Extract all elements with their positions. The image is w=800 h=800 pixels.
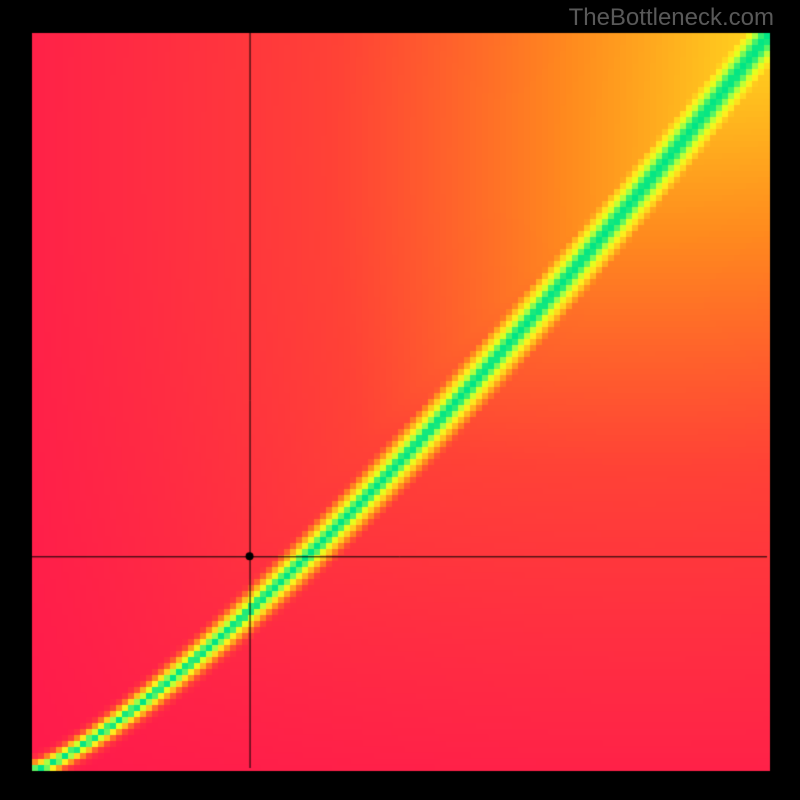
- chart-container: TheBottleneck.com: [0, 0, 800, 800]
- watermark-text: TheBottleneck.com: [569, 4, 774, 32]
- bottleneck-heatmap: [0, 0, 800, 800]
